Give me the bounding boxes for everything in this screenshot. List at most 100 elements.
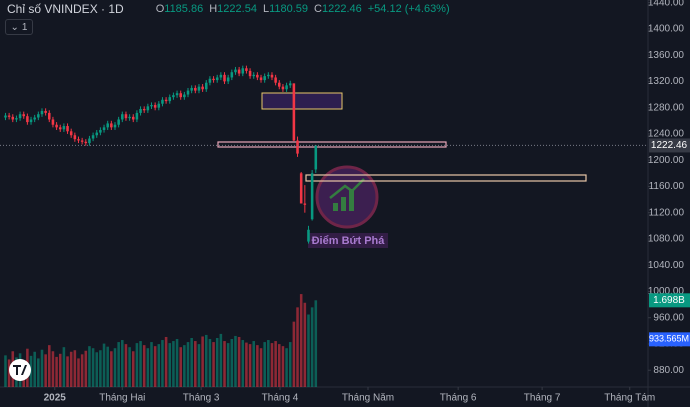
- candle-body: [237, 69, 241, 74]
- candle-body: [204, 82, 208, 90]
- volume-bar: [146, 348, 150, 387]
- x-tick-label: Tháng 3: [183, 393, 220, 404]
- candle-body: [270, 74, 274, 78]
- volume-bar: [77, 358, 80, 387]
- volume-bar: [299, 294, 303, 387]
- volume-bar: [73, 350, 77, 387]
- volume-last-box: [649, 293, 690, 308]
- x-tick-label: 2025: [44, 393, 67, 404]
- candle-body: [212, 78, 215, 81]
- candle-body: [278, 82, 281, 87]
- volume-bar: [186, 342, 190, 387]
- volume-bar: [208, 339, 212, 387]
- candle-body: [15, 118, 18, 120]
- candle-body: [33, 117, 36, 120]
- candle-body: [307, 229, 310, 242]
- volume-bar: [226, 343, 230, 387]
- volume-bar: [7, 359, 11, 387]
- candle-body: [194, 87, 197, 91]
- ohlc-key: L: [262, 3, 270, 15]
- y-tick-label: 1120.00: [649, 207, 685, 218]
- watermark-text: Điểm Bứt Phá: [312, 235, 386, 247]
- volume-bar: [267, 340, 270, 387]
- volume-bar: [278, 344, 281, 387]
- candle-body: [22, 114, 26, 117]
- y-tick-label: 1440.00: [648, 0, 685, 8]
- zone-box: [217, 141, 447, 148]
- candle-body: [44, 110, 47, 113]
- volume-bar: [80, 354, 84, 387]
- candle-body: [168, 97, 172, 102]
- candle-body: [292, 83, 296, 141]
- candle-body: [88, 138, 91, 144]
- candle-body: [267, 74, 270, 77]
- candle-body: [248, 70, 252, 77]
- candle-body: [29, 119, 33, 123]
- volume-bar: [248, 344, 252, 387]
- volume-bar: [84, 350, 88, 387]
- volume-bar: [215, 337, 219, 387]
- volume-bar: [183, 345, 186, 387]
- change-pct: (+4.63%): [404, 3, 450, 15]
- candle-body: [146, 106, 150, 111]
- candle-body: [179, 93, 182, 98]
- volume-bar: [40, 349, 44, 387]
- volume-bar: [292, 321, 296, 387]
- volume-bar: [88, 346, 91, 387]
- candle-body: [91, 135, 95, 139]
- candle-body: [69, 131, 73, 136]
- candle-body: [303, 203, 307, 205]
- candle-body: [66, 126, 69, 132]
- candle-body: [164, 99, 168, 102]
- volume-bar: [95, 352, 99, 387]
- y-tick-label: 1000.00: [648, 286, 685, 297]
- y-tick-label: 1400.00: [648, 24, 685, 35]
- volume-bar: [237, 336, 241, 387]
- volume-bar: [168, 343, 172, 387]
- candle-body: [175, 93, 179, 96]
- candle-body: [106, 123, 109, 128]
- volume-bar: [29, 355, 33, 387]
- candle-body: [201, 86, 204, 90]
- candle-body: [11, 116, 15, 120]
- zone-box: [305, 174, 587, 182]
- volume-bar: [190, 337, 193, 387]
- volume-bar: [48, 345, 51, 387]
- ohlc-key: C: [314, 3, 322, 15]
- ohlc-value: 1185.86: [164, 3, 204, 15]
- y-tick-label: 1240.00: [648, 129, 685, 140]
- volume-bar: [194, 341, 197, 387]
- y-tick-label: 1040.00: [648, 260, 685, 271]
- y-tick-label: 1360.00: [648, 50, 685, 61]
- x-tick-label: Tháng 6: [440, 393, 477, 404]
- volume-bar: [99, 350, 102, 387]
- volume-bar: [139, 341, 142, 387]
- volume-bar: [259, 348, 263, 387]
- watermark-bg: [308, 233, 388, 248]
- candle-body: [245, 68, 248, 71]
- candle-body: [259, 77, 263, 81]
- candle-body: [252, 74, 256, 77]
- candle-body: [157, 103, 161, 108]
- volume-bar: [310, 307, 314, 387]
- candle-body: [241, 68, 245, 74]
- y-tick-label: 880.00: [653, 365, 684, 376]
- candle-body: [274, 77, 277, 83]
- y-tick-label: 1080.00: [648, 234, 685, 245]
- volume-bar: [281, 346, 285, 387]
- candle-body: [223, 74, 226, 82]
- candle-body: [84, 141, 88, 144]
- candle-body: [314, 145, 318, 170]
- volume-bar: [252, 341, 256, 387]
- y-tick-label: 1280.00: [648, 102, 685, 113]
- volume-bar: [307, 314, 310, 387]
- candle-body: [153, 105, 157, 108]
- indicator-toggle[interactable]: ⌄ 1: [5, 19, 33, 35]
- candle-body: [110, 123, 113, 128]
- volume-last-label: 1.698B: [653, 295, 685, 306]
- volume-bar: [110, 351, 113, 387]
- indicator-count: 1: [21, 21, 28, 33]
- volume-bar: [55, 356, 58, 387]
